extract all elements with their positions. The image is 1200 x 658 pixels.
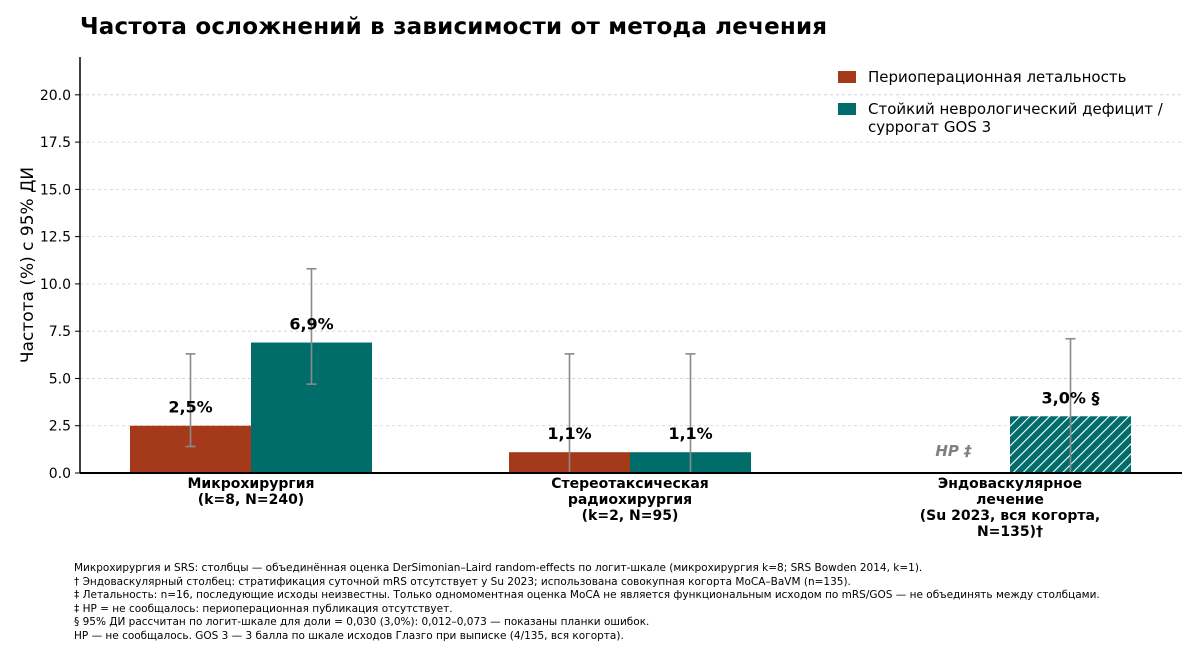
y-tick-label: 15.0	[40, 182, 71, 198]
footnote: ‡ НР = не сообщалось: периоперационная п…	[74, 602, 453, 615]
not-reported-label: НР ‡	[935, 442, 972, 460]
x-tick-label: Стереотаксическая	[551, 476, 709, 492]
y-tick-label: 20.0	[40, 88, 71, 104]
data-label: 3,0% §	[1042, 388, 1100, 407]
x-tick-label: Микрохирургия	[187, 476, 314, 492]
legend-swatch	[838, 71, 856, 83]
footnote: ‡ Летальность: n=16, последующие исходы …	[74, 589, 1100, 601]
footnote: НР — не сообщалось. GOS 3 — 3 балла по ш…	[74, 629, 624, 642]
error-bars	[185, 267, 1076, 474]
footnote: § 95% ДИ рассчитан по логит-шкале для до…	[74, 616, 650, 628]
y-axis-label: Частота (%) с 95% ДИ	[18, 167, 38, 363]
y-tick-label: 5.0	[49, 371, 71, 387]
x-tick-label: (k=8, N=240)	[198, 492, 304, 508]
x-tick-label: лечение	[976, 492, 1044, 508]
legend-swatch	[838, 103, 856, 115]
y-tick-label: 10.0	[40, 277, 71, 293]
footnote: † Эндоваскулярный столбец: стратификация…	[74, 575, 851, 588]
data-label: 1,1%	[668, 424, 712, 443]
x-tick-label: (Su 2023, вся когорта,	[920, 508, 1100, 524]
gridlines	[80, 94, 1182, 427]
x-tick-label: N=135)†	[977, 524, 1043, 540]
footnote: Микрохирургия и SRS: столбцы — объединён…	[74, 562, 923, 574]
data-labels: 2,5% 1,1% НР ‡ 6,9% 1,1% 3,0% §	[168, 315, 1099, 460]
y-tick-label: 17.5	[40, 135, 71, 151]
legend-label: суррогат GOS 3	[868, 118, 991, 136]
y-tick-label: 2.5	[49, 419, 71, 435]
data-label: 1,1%	[547, 424, 591, 443]
chart-title: Частота осложнений в зависимости от мето…	[80, 14, 828, 40]
axes: 0.0 2.5 5.0 7.5 10.0 12.5 15.0 17.5 20.0 Частота …	[18, 57, 1182, 540]
bars	[130, 342, 1131, 473]
footnotes: Микрохирургия и SRS: столбцы — объединён…	[74, 562, 1100, 643]
x-tick-label: радиохирургия	[568, 492, 692, 508]
x-tick-label: (k=2, N=95)	[582, 508, 679, 524]
y-tick-label: 0.0	[49, 466, 71, 482]
x-tick-label: Эндоваскулярное	[938, 476, 1082, 492]
y-tick-label: 7.5	[49, 324, 71, 340]
legend-label: Периоперационная летальность	[868, 68, 1126, 86]
data-label: 2,5%	[168, 398, 212, 417]
data-label: 6,9%	[289, 315, 333, 334]
legend: Периоперационная летальность Стойкий невр…	[838, 68, 1164, 136]
y-tick-label: 12.5	[40, 230, 71, 246]
legend-label: Стойкий неврологический дефицит /	[868, 100, 1164, 118]
